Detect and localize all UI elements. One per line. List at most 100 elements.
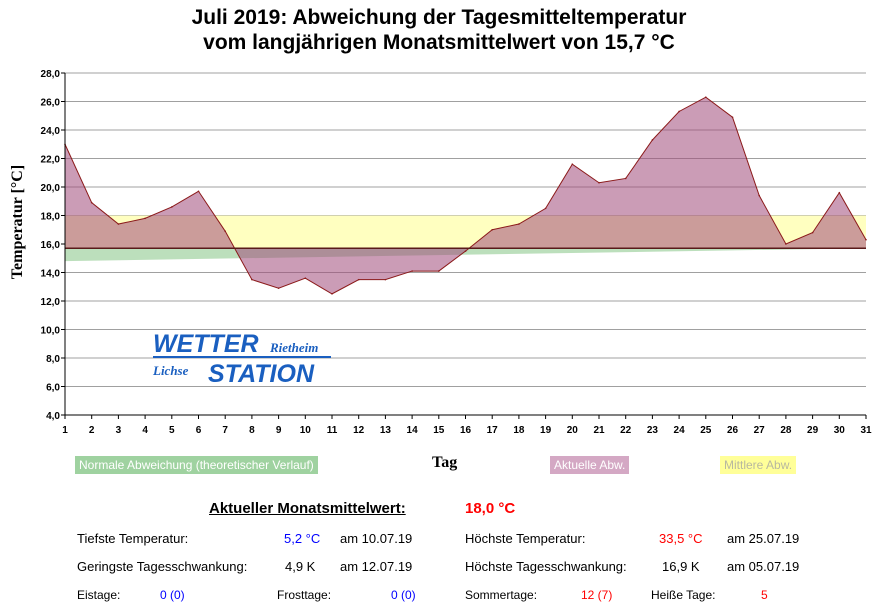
y-tick-label: 12,0 [41,297,61,308]
logo-text-lichse: Lichse [152,363,189,378]
x-tick-label: 7 [222,425,228,436]
y-tick-label: 16,0 [41,240,61,251]
data-point [144,217,146,220]
max-variation-label: Höchste Tagesschwankung: [465,559,627,574]
data-point [384,278,387,281]
data-point [90,201,93,204]
y-tick-label: 8,0 [46,354,60,365]
x-tick-label: 15 [433,425,445,436]
x-tick-label: 21 [593,425,605,436]
x-tick-label: 18 [513,425,525,436]
y-tick-label: 20,0 [41,183,61,194]
chart-plot: 4,0 6,0 8,0 10,0 12,0 14,0 16,0 18,0 20,0 22,0 24,… [9,69,872,436]
y-tick-label: 26,0 [41,98,61,109]
x-axis-label: Tag [432,454,458,471]
x-tick-label: 28 [780,425,792,436]
max-temp-label: Höchste Temperatur: [465,531,586,546]
data-point [838,191,841,194]
y-tick-label: 4,0 [46,411,60,422]
frost-days-value: 0 (0) [391,588,416,602]
data-point [331,293,333,295]
data-point [651,139,654,141]
logo-text-rietheim: Rietheim [269,340,318,355]
data-point [117,223,120,225]
x-tick-label: 3 [116,425,122,436]
x-tick-label: 10 [300,425,312,436]
ice-days-label: Eistage: [77,588,121,602]
min-temp-label: Tiefste Temperatur: [77,531,189,546]
data-point [624,177,627,180]
max-variation-date: am 05.07.19 [727,559,800,574]
chart-title-line2: vom langjährigen Monatsmittelwert von 15… [203,31,675,54]
data-point [171,206,173,208]
x-tick-label: 13 [380,425,392,436]
x-tick-label: 11 [327,425,338,436]
data-point [518,223,520,225]
x-tick-label: 19 [540,425,552,436]
y-axis-label: Temperatur [°C] [9,165,26,279]
legend-actual: Aktuelle Abw. [550,456,630,474]
data-point [464,250,467,252]
y-tick-label: 18,0 [41,212,61,223]
x-tick-label: 1 [62,425,68,436]
x-tick-label: 25 [700,425,712,436]
data-point [304,277,307,280]
data-point [785,243,787,245]
data-point [598,181,600,184]
x-tick-label: 5 [169,425,175,436]
data-point [811,231,814,234]
data-point [865,238,867,241]
x-tick-label: 24 [674,425,686,436]
logo-text-wetter: WETTER [153,330,259,358]
x-tick-label: 22 [620,425,632,436]
frost-days-label: Frosttage: [277,588,332,602]
x-tick-label: 2 [89,425,95,436]
hot-days-value: 5 [761,588,768,602]
data-point [251,278,253,281]
x-tick-label: 12 [353,425,365,436]
max-temp-value: 33,5 °C [659,531,703,546]
data-point [411,270,413,272]
hot-days-label: Heiße Tage: [651,588,716,602]
data-point [357,278,360,281]
y-tick-label: 28,0 [41,69,61,80]
summer-days-value: 12 (7) [581,588,613,602]
min-variation-date: am 12.07.19 [340,559,413,574]
y-tick-label: 24,0 [41,126,61,137]
legend-mean: Mittlere Abw. [720,456,797,474]
x-tick-label: 9 [276,425,282,436]
x-tick-label: 26 [727,425,739,436]
y-tick-label: 22,0 [41,155,61,166]
y-tick-label: 6,0 [46,383,60,394]
logo: WETTER Rietheim Lichse STATION [152,330,331,388]
summer-days-label: Sommertage: [465,588,538,602]
data-point [438,270,440,272]
x-tick-label: 14 [407,425,419,436]
min-variation-value: 4,9 K [285,559,316,574]
x-tick-label: 23 [647,425,659,436]
x-tick-label: 20 [567,425,579,436]
monthly-mean-value: 18,0 °C [465,500,516,517]
data-point [224,230,226,232]
ice-days-value: 0 (0) [160,588,185,602]
x-tick-label: 30 [834,425,846,436]
logo-text-station: STATION [208,360,315,388]
min-temp-date: am 10.07.19 [340,531,413,546]
x-tick-label: 4 [142,425,148,436]
y-tick-label: 14,0 [41,269,61,280]
data-point [544,207,547,210]
min-variation-label: Geringste Tagesschwankung: [77,559,248,574]
data-point [705,96,707,99]
x-tick-label: 17 [487,425,499,436]
data-point [571,163,574,165]
legend-normal: Normale Abweichung (theoretischer Verlau… [75,456,318,474]
x-tick-label: 31 [860,425,872,436]
x-tick-label: 8 [249,425,255,436]
y-tick-label: 10,0 [41,326,61,337]
max-temp-date: am 25.07.19 [727,531,800,546]
x-tick-label: 29 [807,425,819,436]
max-variation-value: 16,9 K [662,559,700,574]
x-tick-label: 6 [196,425,202,436]
actual-deviation-area [65,97,866,294]
data-point [197,190,200,193]
